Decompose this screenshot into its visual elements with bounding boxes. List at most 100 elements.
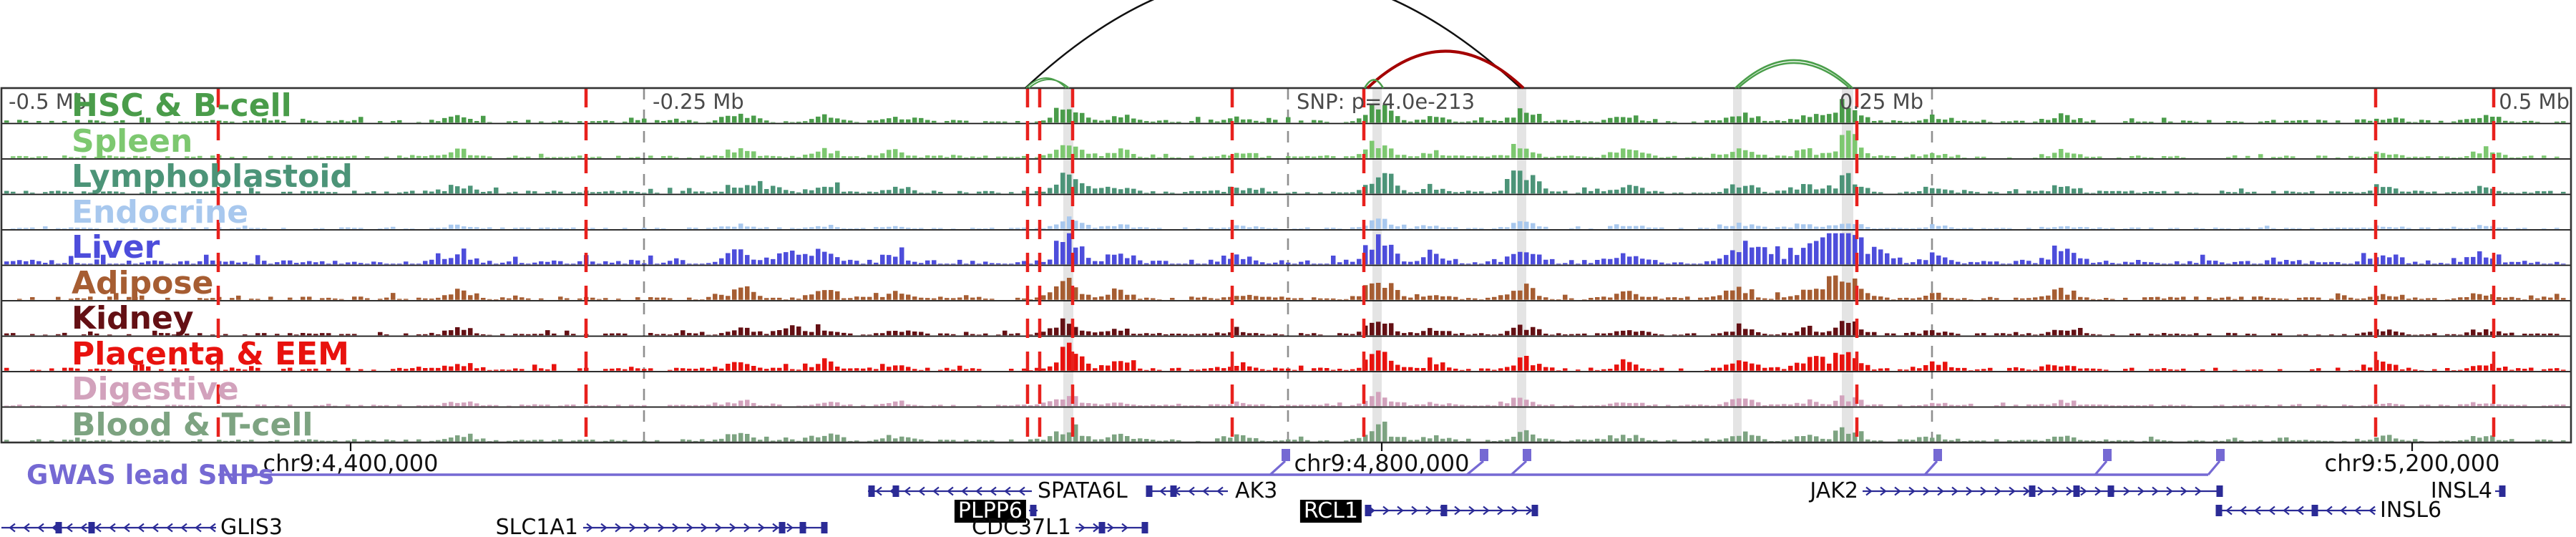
gene-jak2-strand-arrow [1966, 486, 1973, 496]
gene-insl6-strand-arrow [2354, 505, 2361, 516]
gene-rcl1-strand-arrow [1454, 505, 1461, 516]
gene-rcl1-strand-arrow [1411, 505, 1418, 516]
interaction-arc-green-left-a[interactable] [1025, 77, 1067, 89]
gene-spata6l-strand-arrow [990, 486, 997, 496]
gene-cdc37l1-strand-arrow [1107, 523, 1114, 533]
gene-cdc37l1-exon [1098, 522, 1106, 533]
gene-jak2-strand-arrow [1894, 486, 1901, 496]
gene-glis3-strand-arrow [94, 523, 102, 533]
gene-rcl1-strand-arrow [1468, 505, 1475, 516]
gene-ak3-strand-arrow [1188, 486, 1195, 496]
gene-slc1a1-strand-arrow [772, 523, 779, 533]
gene-rcl1-strand-arrow [1382, 505, 1390, 516]
gene-slc1a1-exon [779, 522, 786, 533]
gene-jak2-strand-arrow [1994, 486, 2001, 496]
gene-slc1a1-strand-arrow [686, 523, 693, 533]
gene-slc1a1-strand-arrow [729, 523, 736, 533]
snp-lollipop-marker[interactable] [2216, 449, 2225, 461]
gene-cdc37l1-strand-arrow [1093, 523, 1100, 533]
gene-insl6-strand-arrow [2254, 505, 2261, 516]
interaction-arc-green-right-a[interactable] [1735, 59, 1853, 89]
histogram-placenta-eem [4, 342, 2566, 371]
histogram-adipose [17, 275, 2566, 300]
gene-slc1a1-strand-arrow [786, 523, 794, 533]
gene-insl6-strand-arrow [2268, 505, 2275, 516]
gene-ak3-strand-arrow [1216, 486, 1224, 496]
gene-spata6l-strand-arrow [947, 486, 954, 496]
gene-jak2-strand-arrow [2094, 486, 2102, 496]
snp-lollipop-marker[interactable] [2103, 449, 2112, 461]
snp-lollipop-stem [1923, 460, 1938, 476]
snp-lollipop-marker[interactable] [1523, 449, 1531, 461]
gene-ak3-exon [1170, 485, 1177, 497]
gene-glis3-strand-arrow [137, 523, 145, 533]
gene-spata6l-exon [892, 485, 899, 497]
gene-glis3-strand-arrow [166, 523, 173, 533]
gene-jak2-strand-arrow [1980, 486, 1987, 496]
gene-jak2-exon [2107, 485, 2114, 497]
gene-slc1a1-strand-arrow [600, 523, 608, 533]
gene-glis3-strand-arrow [109, 523, 116, 533]
gene-rcl1-exon [1531, 505, 1538, 516]
gene-slc1a1-strand-arrow [758, 523, 765, 533]
gene-rcl1-exon [1365, 505, 1372, 516]
histogram-spleen [11, 130, 2560, 158]
gene-jak2-strand-arrow [2195, 486, 2202, 496]
gene-plpp6-exon [1030, 505, 1037, 516]
interaction-arc-green-left-b[interactable] [1028, 79, 1070, 89]
snp-lollipop-marker[interactable] [1282, 449, 1290, 461]
gene-jak2-strand-arrow [1951, 486, 1958, 496]
gene-cdc37l1-strand-arrow [1078, 523, 1085, 533]
gene-jak2-strand-arrow [2123, 486, 2130, 496]
interaction-arc-green-mid[interactable] [1363, 79, 1385, 89]
gene-glis3-strand-arrow [23, 523, 30, 533]
gene-jak2-strand-arrow [2152, 486, 2159, 496]
gene-spata6l-strand-arrow [875, 486, 882, 496]
gene-slc1a1-strand-arrow [615, 523, 622, 533]
gene-spata6l-strand-arrow [904, 486, 911, 496]
gene-spata6l-exon [868, 485, 875, 497]
gene-glis3-exon [55, 522, 62, 533]
gene-jak2-strand-arrow [2037, 486, 2044, 496]
interaction-arc-black[interactable] [1025, 0, 1521, 89]
gene-rcl1-strand-arrow [1526, 505, 1533, 516]
gene-jak2-strand-arrow [1937, 486, 1944, 496]
gene-ak3-strand-arrow [1159, 486, 1166, 496]
gene-jak2-strand-arrow [2051, 486, 2059, 496]
snp-lollipop-stem [1269, 460, 1287, 476]
gene-glis3-strand-arrow [80, 523, 87, 533]
gene-glis3-strand-arrow [66, 523, 73, 533]
gene-cdc37l1-exon [1141, 522, 1148, 533]
gene-glis3-strand-arrow [152, 523, 159, 533]
snp-lollipop-marker[interactable] [1933, 449, 1942, 461]
gene-spata6l-strand-arrow [932, 486, 940, 496]
gene-rcl1-strand-arrow [1397, 505, 1404, 516]
gene-jak2-strand-arrow [2023, 486, 2030, 496]
gene-insl6-exon [2311, 505, 2318, 516]
gene-slc1a1-strand-arrow [658, 523, 665, 533]
interaction-arc-red[interactable] [1366, 49, 1525, 90]
gene-slc1a1-strand-arrow [629, 523, 636, 533]
gene-glis3-strand-arrow [9, 523, 16, 533]
gene-slc1a1-strand-arrow [643, 523, 650, 533]
gene-jak2-strand-arrow [2180, 486, 2187, 496]
interaction-arc-green-right-b[interactable] [1737, 62, 1850, 89]
gene-slc1a1-exon [821, 522, 828, 533]
gene-insl6-strand-arrow [2283, 505, 2290, 516]
gene-spata6l-strand-arrow [1018, 486, 1025, 496]
snp-lollipop-marker[interactable] [1480, 449, 1488, 461]
gene-insl6-strand-arrow [2368, 505, 2376, 516]
gene-jak2-exon [2216, 485, 2223, 497]
gene-spata6l-strand-arrow [975, 486, 982, 496]
gene-spata6l-strand-arrow [918, 486, 925, 496]
snp-lollipop-stem [2207, 460, 2221, 476]
histogram-digestive [4, 392, 2566, 407]
gene-slc1a1-exon [799, 522, 806, 533]
gene-insl6-strand-arrow [2240, 505, 2247, 516]
gene-glis3-strand-arrow [37, 523, 44, 533]
gene-jak2-strand-arrow [2166, 486, 2173, 496]
gene-jak2-strand-arrow [1865, 486, 1873, 496]
gene-insl6-strand-arrow [2326, 505, 2333, 516]
